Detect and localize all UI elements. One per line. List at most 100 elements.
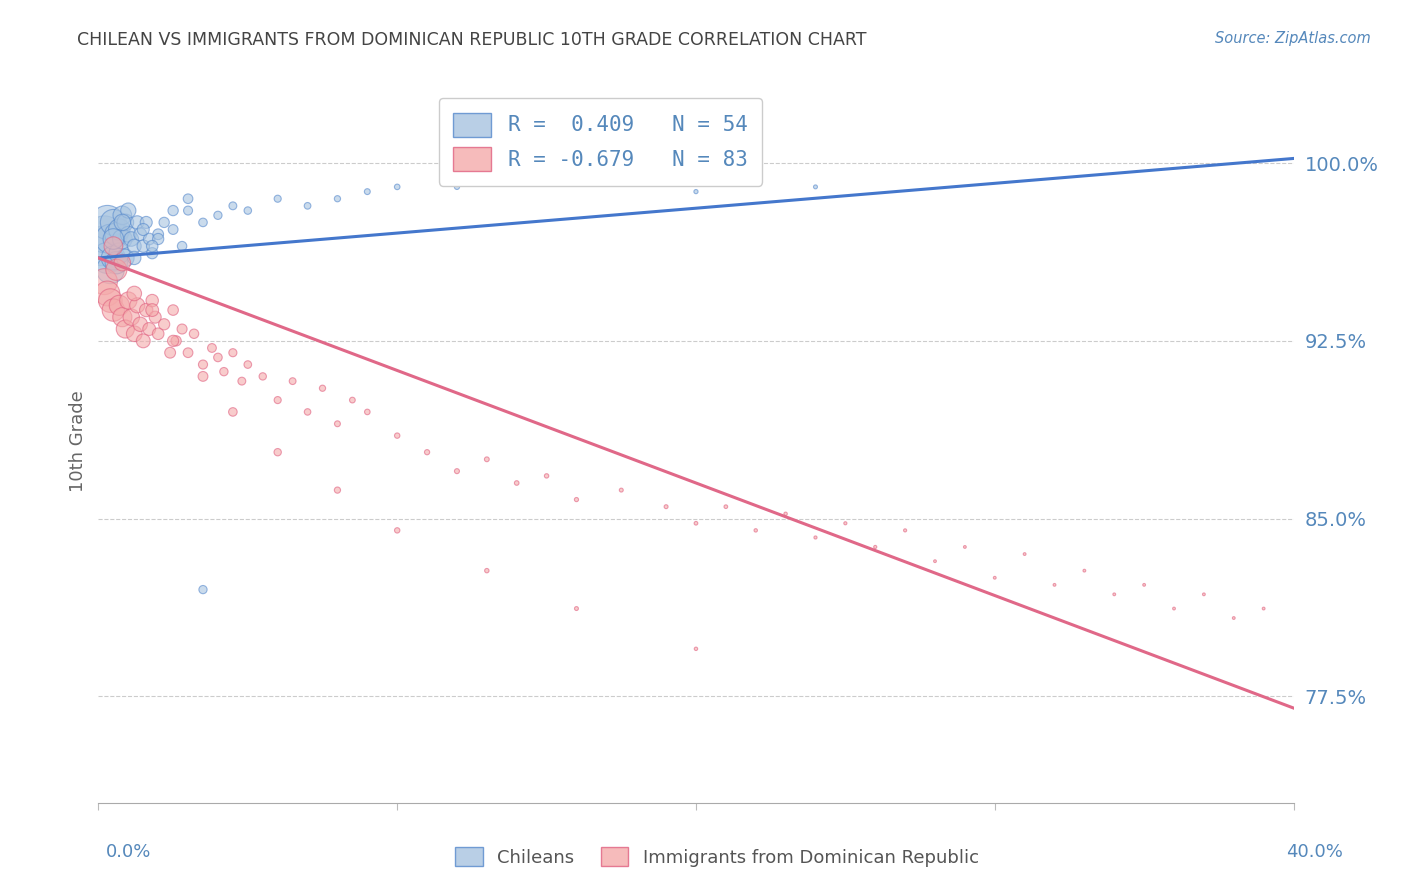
- Point: [90, 239, 112, 253]
- Point: [98, 293, 122, 308]
- Point: [1043, 578, 1066, 592]
- Point: [117, 203, 139, 218]
- Point: [111, 208, 134, 222]
- Point: [98, 262, 122, 277]
- Point: [172, 239, 194, 253]
- Point: [114, 251, 136, 265]
- Point: [342, 393, 364, 408]
- Point: [207, 351, 229, 365]
- Point: [153, 318, 176, 332]
- Point: [191, 358, 214, 372]
- Point: [162, 203, 184, 218]
- Point: [114, 322, 136, 336]
- Point: [108, 298, 131, 312]
- Point: [138, 232, 160, 246]
- Point: [111, 215, 134, 229]
- Point: [297, 199, 319, 213]
- Point: [834, 516, 856, 531]
- Point: [114, 215, 136, 229]
- Point: [385, 524, 409, 538]
- Point: [207, 208, 229, 222]
- Point: [1014, 547, 1036, 561]
- Point: [984, 571, 1007, 585]
- Point: [475, 564, 498, 578]
- Point: [191, 369, 214, 384]
- Text: 0.0%: 0.0%: [105, 843, 150, 861]
- Point: [105, 262, 128, 277]
- Text: CHILEAN VS IMMIGRANTS FROM DOMINICAN REPUBLIC 10TH GRADE CORRELATION CHART: CHILEAN VS IMMIGRANTS FROM DOMINICAN REP…: [77, 31, 868, 49]
- Point: [326, 483, 349, 497]
- Point: [565, 168, 588, 182]
- Point: [124, 326, 146, 341]
- Point: [685, 185, 707, 199]
- Point: [267, 393, 290, 408]
- Point: [132, 222, 155, 236]
- Point: [267, 445, 290, 459]
- Legend: Chileans, Immigrants from Dominican Republic: Chileans, Immigrants from Dominican Repu…: [449, 840, 986, 874]
- Point: [775, 507, 797, 521]
- Point: [132, 334, 155, 348]
- Point: [385, 428, 409, 442]
- Point: [111, 310, 134, 325]
- Point: [281, 374, 304, 388]
- Point: [153, 215, 176, 229]
- Point: [127, 298, 149, 312]
- Point: [212, 365, 235, 379]
- Point: [177, 203, 200, 218]
- Point: [191, 215, 214, 229]
- Point: [536, 469, 558, 483]
- Point: [148, 232, 170, 246]
- Point: [446, 464, 468, 478]
- Point: [745, 524, 768, 538]
- Point: [159, 345, 181, 359]
- Point: [714, 500, 737, 514]
- Point: [111, 232, 134, 246]
- Point: [98, 232, 122, 246]
- Point: [506, 475, 529, 490]
- Point: [148, 227, 170, 242]
- Point: [177, 345, 200, 359]
- Point: [135, 215, 157, 229]
- Point: [103, 215, 125, 229]
- Point: [105, 227, 128, 242]
- Point: [326, 417, 349, 431]
- Point: [356, 185, 378, 199]
- Point: [610, 483, 633, 497]
- Point: [1133, 578, 1156, 592]
- Y-axis label: 10th Grade: 10th Grade: [69, 391, 87, 492]
- Point: [103, 232, 125, 246]
- Point: [865, 540, 887, 554]
- Point: [183, 326, 205, 341]
- Point: [127, 215, 149, 229]
- Point: [804, 531, 827, 545]
- Point: [222, 199, 245, 213]
- Point: [252, 369, 274, 384]
- Point: [804, 180, 827, 194]
- Point: [103, 303, 125, 318]
- Point: [1163, 601, 1185, 615]
- Point: [96, 251, 118, 265]
- Point: [141, 239, 163, 253]
- Point: [141, 293, 163, 308]
- Point: [506, 175, 529, 189]
- Point: [120, 232, 142, 246]
- Point: [135, 303, 157, 318]
- Point: [236, 203, 259, 218]
- Point: [1073, 564, 1095, 578]
- Point: [222, 405, 245, 419]
- Point: [165, 334, 187, 348]
- Point: [326, 192, 349, 206]
- Point: [475, 452, 498, 467]
- Point: [1253, 601, 1275, 615]
- Point: [685, 516, 707, 531]
- Point: [162, 303, 184, 318]
- Point: [162, 222, 184, 236]
- Point: [143, 310, 166, 325]
- Point: [105, 255, 128, 269]
- Point: [138, 322, 160, 336]
- Point: [446, 180, 468, 194]
- Point: [93, 275, 115, 289]
- Point: [124, 251, 146, 265]
- Point: [1192, 587, 1215, 601]
- Point: [120, 310, 142, 325]
